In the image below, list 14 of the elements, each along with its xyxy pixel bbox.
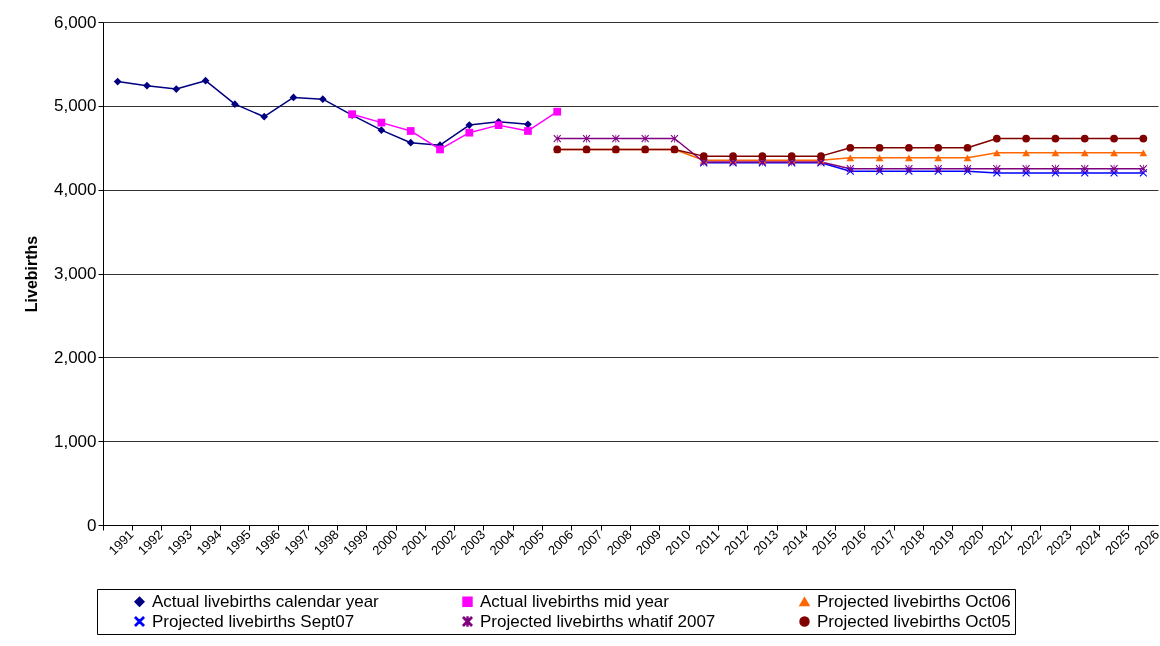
y-tick-label: 0	[87, 515, 97, 535]
y-axis-title: Livebirths	[22, 235, 40, 313]
legend-label: Actual livebirths calendar year	[152, 591, 380, 611]
y-tick-label: 2,000	[53, 347, 97, 367]
y-tick-label: 1,000	[53, 431, 97, 451]
y-tick-label: 6,000	[53, 12, 97, 32]
legend-label: Projected livebirths whatif 2007	[480, 611, 716, 631]
legend-label: Actual livebirths mid year	[480, 591, 670, 611]
legend-label: Projected livebirths Sept07	[152, 611, 355, 631]
legend-label: Projected livebirths Oct06	[817, 591, 1011, 611]
legend-label: Projected livebirths Oct05	[817, 611, 1011, 631]
y-tick-label: 5,000	[53, 96, 97, 116]
y-tick-label: 4,000	[53, 180, 97, 200]
y-tick-label: 3,000	[53, 264, 97, 283]
